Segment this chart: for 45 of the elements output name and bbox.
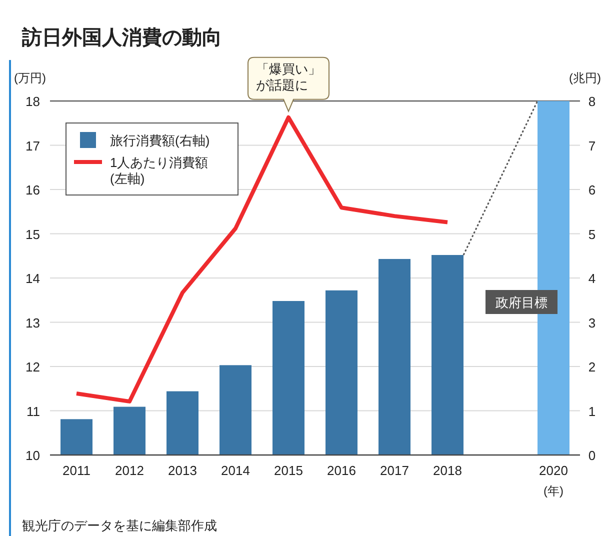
y-tick-label: 17 bbox=[26, 138, 40, 154]
bar bbox=[272, 301, 304, 455]
y2-tick-label: 0 bbox=[588, 448, 596, 463]
y2-axis-title: (兆円) bbox=[569, 71, 601, 85]
x-tick-label: 2018 bbox=[433, 463, 462, 478]
chart-title: 訪日外国人消費の動向 bbox=[21, 26, 222, 49]
bar bbox=[378, 258, 410, 455]
legend-label: 1人あたり消費額 (左軸) bbox=[110, 155, 208, 186]
x-tick-label: 2011 bbox=[62, 463, 90, 478]
y-tick-label: 13 bbox=[26, 315, 40, 330]
y-axis-title: (万円) bbox=[14, 71, 46, 85]
y-tick-label: 15 bbox=[26, 226, 40, 242]
x-tick-label: 2014 bbox=[221, 463, 250, 478]
legend-label: 旅行消費額(右軸) bbox=[110, 133, 210, 148]
x-tick-label: 2016 bbox=[327, 463, 356, 478]
x-axis-title: (年) bbox=[544, 484, 564, 498]
y-tick-label: 10 bbox=[26, 448, 40, 463]
bar bbox=[326, 290, 358, 455]
y-tick-label: 12 bbox=[26, 360, 40, 374]
y-tick-label: 11 bbox=[26, 404, 40, 419]
bar bbox=[60, 419, 92, 455]
x-tick-label: 2020 bbox=[539, 463, 568, 478]
x-tick-label: 2015 bbox=[274, 463, 303, 478]
bar bbox=[166, 391, 198, 455]
y-tick-label: 14 bbox=[26, 271, 40, 286]
x-tick-label: 2012 bbox=[115, 463, 144, 478]
annotation: 「爆買い」が話題に bbox=[256, 61, 321, 92]
y2-tick-label: 5 bbox=[588, 226, 596, 242]
y-tick-label: 16 bbox=[26, 182, 40, 198]
y2-tick-label: 2 bbox=[588, 360, 596, 374]
y2-tick-label: 1 bbox=[588, 404, 596, 419]
bar bbox=[432, 254, 464, 455]
x-tick-label: 2017 bbox=[380, 463, 409, 478]
bar bbox=[114, 406, 146, 455]
y2-tick-label: 6 bbox=[588, 182, 596, 198]
y2-tick-label: 7 bbox=[588, 138, 596, 154]
line-series bbox=[74, 115, 450, 404]
y2-tick-label: 8 bbox=[588, 94, 596, 109]
text: 観光庁のデータを基に編集部作成 bbox=[22, 518, 217, 533]
y2-tick-label: 4 bbox=[588, 271, 596, 286]
annotation: 政府目標 bbox=[496, 295, 548, 310]
y-tick-label: 18 bbox=[26, 94, 40, 109]
y2-tick-label: 3 bbox=[588, 315, 596, 330]
x-tick-label: 2013 bbox=[168, 463, 197, 478]
bar bbox=[220, 365, 252, 455]
